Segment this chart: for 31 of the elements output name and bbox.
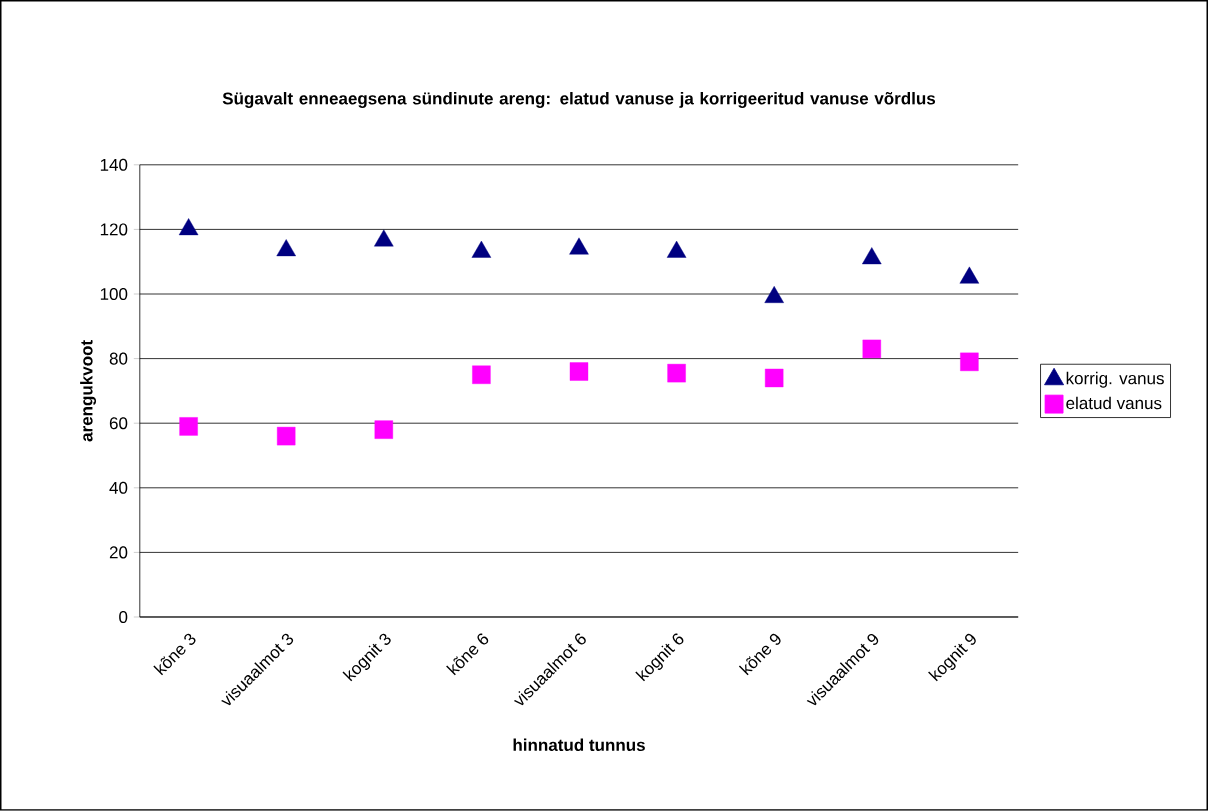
y-tick-label: 20 bbox=[109, 546, 128, 559]
chart-title: Sügavalt enneaegsena sündinute areng: elatud vanuse ja korrigeeritud vanuse võrdlus bbox=[222, 92, 936, 109]
point bbox=[276, 239, 296, 257]
point bbox=[569, 362, 589, 381]
point bbox=[666, 240, 687, 258]
point bbox=[764, 368, 784, 388]
point bbox=[374, 229, 394, 247]
point bbox=[374, 420, 394, 439]
y-axis-title: arengukvoot bbox=[80, 340, 97, 442]
point bbox=[277, 426, 296, 446]
point bbox=[471, 240, 492, 258]
y-tick-label: 40 bbox=[109, 481, 128, 494]
y-tick-label: 100 bbox=[100, 288, 128, 301]
x-axis-title: hinnatud tunnus bbox=[513, 738, 645, 752]
point bbox=[960, 352, 979, 372]
point bbox=[862, 247, 882, 265]
point bbox=[959, 266, 980, 284]
point bbox=[667, 364, 686, 383]
legend-label: korrig. vanus bbox=[1066, 371, 1164, 388]
y-tick-label: 80 bbox=[109, 352, 128, 365]
point bbox=[179, 417, 198, 436]
legend-label: elatud vanus bbox=[1066, 396, 1162, 410]
y-tick-label: 0 bbox=[119, 611, 128, 624]
y-tick-label: 60 bbox=[109, 417, 128, 430]
point bbox=[569, 237, 589, 255]
point bbox=[472, 365, 491, 385]
y-tick-label: 120 bbox=[100, 223, 128, 236]
y-tick-label: 140 bbox=[100, 158, 128, 171]
point bbox=[862, 339, 881, 359]
point bbox=[764, 286, 784, 304]
point bbox=[178, 218, 199, 236]
